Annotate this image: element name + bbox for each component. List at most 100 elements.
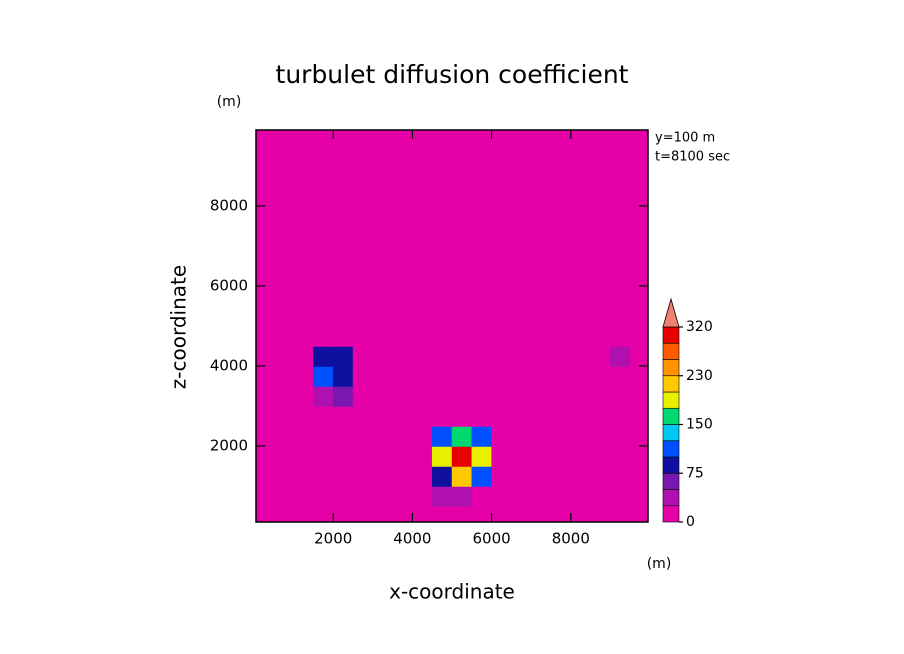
contour-cell bbox=[352, 225, 374, 247]
annotation: y=100 m bbox=[655, 131, 715, 146]
contour-cell bbox=[273, 265, 295, 287]
contour-cell bbox=[412, 465, 433, 487]
contour-cell bbox=[392, 325, 414, 347]
contour-cell bbox=[550, 385, 572, 407]
contour-cell bbox=[570, 165, 592, 187]
contour-cell bbox=[511, 205, 532, 227]
contour-cell bbox=[451, 365, 473, 387]
contour-cell bbox=[431, 505, 453, 522]
contour-cell bbox=[550, 265, 572, 287]
contour-cell bbox=[412, 285, 433, 307]
contour-cell bbox=[293, 465, 315, 487]
contour-cell bbox=[491, 185, 513, 207]
contour-cell bbox=[451, 325, 473, 347]
contour-cell bbox=[570, 505, 592, 522]
contour-cell bbox=[412, 185, 433, 207]
contour-cell bbox=[273, 445, 295, 467]
colorbar-box bbox=[662, 375, 680, 393]
contour-cell bbox=[273, 405, 295, 427]
contour-cell bbox=[412, 325, 433, 347]
contour-cell bbox=[530, 265, 552, 287]
contour-cell bbox=[610, 345, 631, 367]
contour-cell bbox=[372, 365, 394, 387]
contour-cell bbox=[530, 130, 552, 147]
contour-cell bbox=[530, 305, 552, 327]
contour-cell bbox=[570, 425, 592, 447]
contour-cell bbox=[256, 265, 275, 287]
contour-cell bbox=[491, 425, 513, 447]
contour-cell bbox=[392, 505, 414, 522]
contour-cell bbox=[471, 405, 493, 427]
contour-cell bbox=[273, 365, 295, 387]
contour-cell bbox=[372, 165, 394, 187]
contour-cell bbox=[511, 485, 532, 507]
contour-cell bbox=[451, 305, 473, 327]
contour-cell bbox=[451, 245, 473, 267]
contour-cell bbox=[471, 305, 493, 327]
contour-cell bbox=[313, 325, 334, 347]
contour-cell bbox=[273, 305, 295, 327]
contour-cell bbox=[313, 165, 334, 187]
contour-cell bbox=[550, 365, 572, 387]
contour-cell bbox=[352, 405, 374, 427]
contour-cell bbox=[550, 305, 572, 327]
contour-cell bbox=[451, 485, 473, 507]
contour-cell bbox=[590, 205, 612, 227]
contour-cell bbox=[273, 505, 295, 522]
contour-cell bbox=[313, 225, 334, 247]
contour-cell bbox=[431, 345, 453, 367]
contour-cell bbox=[273, 185, 295, 207]
contour-cell bbox=[313, 245, 334, 267]
contour-cell bbox=[392, 245, 414, 267]
contour-cell bbox=[511, 225, 532, 247]
contour-cell bbox=[412, 405, 433, 427]
contour-cell bbox=[352, 385, 374, 407]
x-tick-label: 2000 bbox=[314, 530, 352, 548]
contour-cell bbox=[610, 465, 631, 487]
contour-cell bbox=[550, 285, 572, 307]
contour-cell bbox=[392, 165, 414, 187]
contour-cell bbox=[273, 465, 295, 487]
contour-cell bbox=[511, 285, 532, 307]
colorbar-box bbox=[662, 326, 680, 344]
x-tick-label: 8000 bbox=[552, 530, 590, 548]
contour-cell bbox=[530, 505, 552, 522]
contour-cell bbox=[590, 385, 612, 407]
contour-cell bbox=[511, 505, 532, 522]
contour-cell bbox=[471, 345, 493, 367]
contour-cell bbox=[332, 145, 354, 167]
contour-cell bbox=[412, 165, 433, 187]
contour-cell bbox=[530, 405, 552, 427]
contour-cell bbox=[590, 485, 612, 507]
contour-cell bbox=[392, 205, 414, 227]
contour-cell bbox=[313, 285, 334, 307]
contour-cell bbox=[610, 425, 631, 447]
contour-cell bbox=[412, 485, 433, 507]
contour-cell bbox=[451, 185, 473, 207]
contour-cell bbox=[313, 345, 334, 367]
contour-cell bbox=[590, 365, 612, 387]
contour-cell bbox=[550, 465, 572, 487]
contour-cell bbox=[610, 505, 631, 522]
colorbar-tick-label: 230 bbox=[686, 368, 713, 384]
contour-cell bbox=[431, 445, 453, 467]
contour-cell bbox=[530, 325, 552, 347]
contour-cell bbox=[451, 205, 473, 227]
contour-cell bbox=[570, 405, 592, 427]
y-axis-label: z-coordinate bbox=[167, 265, 191, 389]
contour-cell bbox=[530, 205, 552, 227]
contour-cell bbox=[530, 425, 552, 447]
plot-frame bbox=[255, 129, 649, 523]
contour-cell bbox=[590, 345, 612, 367]
contour-cell bbox=[372, 285, 394, 307]
contour-cell bbox=[313, 145, 334, 167]
contour-cell bbox=[629, 130, 648, 147]
contour-cell bbox=[590, 465, 612, 487]
contour-cell bbox=[372, 485, 394, 507]
contour-cell bbox=[610, 365, 631, 387]
colorbar-box bbox=[662, 342, 680, 360]
contour-cell bbox=[550, 485, 572, 507]
contour-cell bbox=[431, 285, 453, 307]
contour-cell bbox=[511, 130, 532, 147]
contour-cell bbox=[610, 245, 631, 267]
